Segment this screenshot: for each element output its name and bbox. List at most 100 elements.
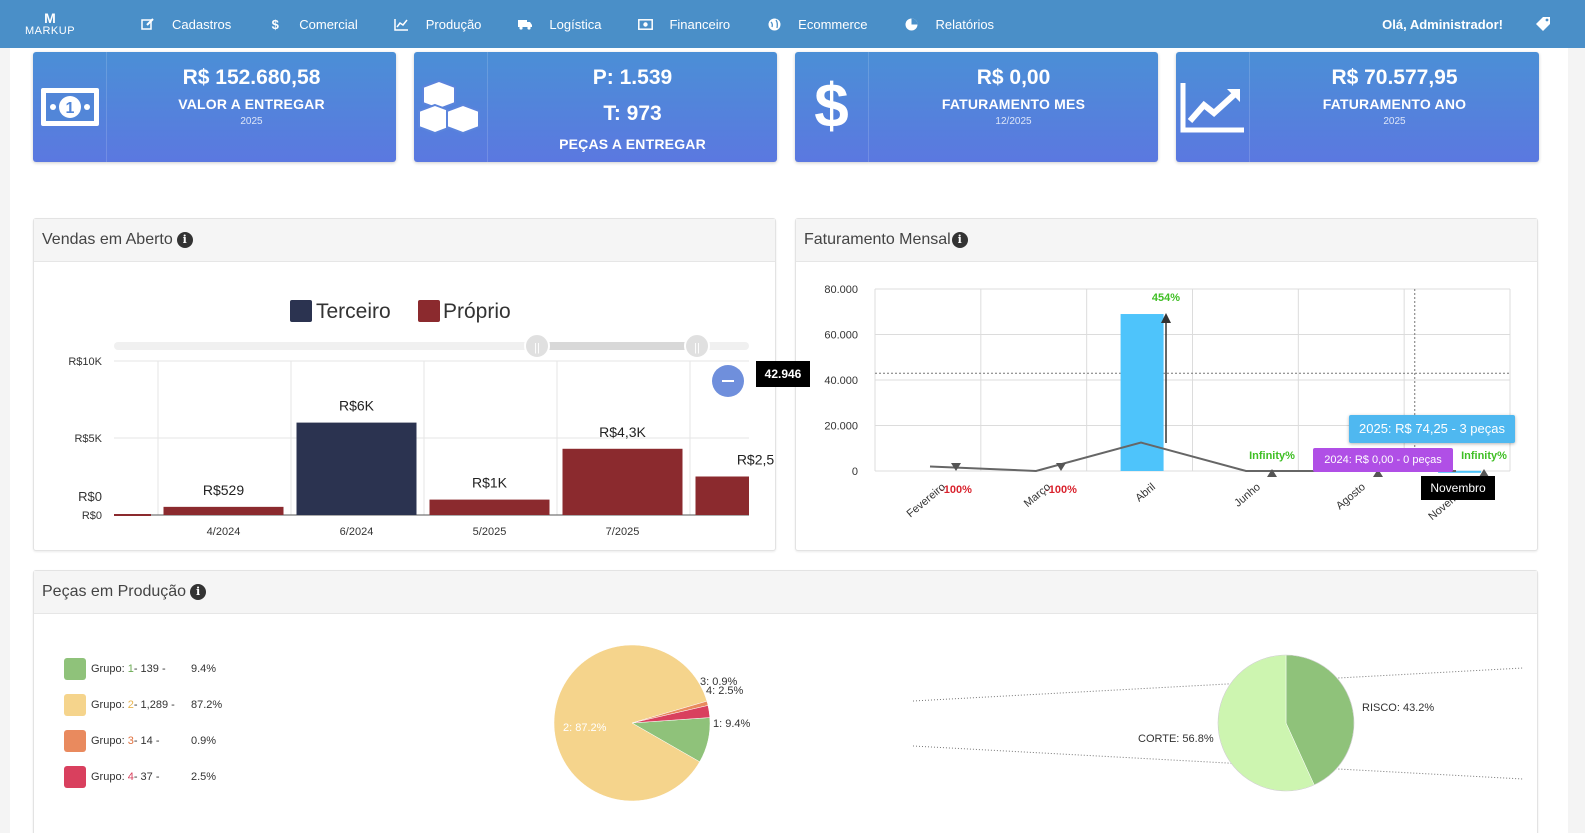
- group-prefix: Grupo:: [91, 663, 125, 675]
- slider-handle-left: [524, 333, 550, 359]
- kpi-value: P: 1.539: [592, 66, 673, 89]
- nav-label: Financeiro: [669, 16, 731, 32]
- user-greeting[interactable]: Olá, Administrador!: [1382, 17, 1503, 32]
- markup-logo[interactable]: M MARKUP: [20, 11, 80, 39]
- info-icon[interactable]: i: [176, 232, 193, 248]
- slider-range: [537, 342, 697, 350]
- svg-text:||: ||: [694, 342, 700, 354]
- vendas-labels: R$529 4/2024 R$6K 6/2024 R$1K 5/2025 R$4,3K 7/2…: [203, 398, 775, 538]
- kpi-value: R$ 0,00: [976, 66, 1051, 89]
- point-marker: [1267, 469, 1277, 477]
- kpi-sub: 12/2025: [995, 116, 1032, 127]
- kpi-card-valor-entregar[interactable]: 1 R$ 152.680,58 VALOR A ENTREGAR 2025: [33, 52, 396, 162]
- zoom-out-button[interactable]: [712, 365, 744, 397]
- legend-label: Próprio: [443, 300, 511, 323]
- data-label: R$2,5: [737, 452, 775, 468]
- bar: [1120, 314, 1164, 471]
- logo-wordmark: MARKUP: [24, 25, 76, 37]
- kpi-card-pecas-entregar[interactable]: P: 1.539 T: 973 PEÇAS A ENTREGAR: [414, 52, 777, 162]
- trend-up-icon: [1176, 52, 1250, 162]
- slider-handle-right: [684, 333, 710, 359]
- pie-label: 1: 9.4%: [713, 718, 751, 730]
- logo-mark: M: [44, 10, 56, 26]
- x-tick-label: Agosto: [1334, 481, 1368, 512]
- group-rest: - 139 -: [133, 663, 166, 675]
- pie-risco-corte: RISCO: 43.2% CORTE: 56.8%: [1138, 654, 1434, 792]
- legend-proprio[interactable]: Próprio: [418, 300, 511, 323]
- crosshair-value-tooltip: 42.946: [756, 361, 810, 387]
- nav-label: Logística: [549, 16, 602, 32]
- tooltip-2024: 2024: R$ 0,00 - 0 peças: [1313, 448, 1453, 472]
- nav-item-logistica[interactable]: Logística: [517, 16, 601, 32]
- growth-arrow-head: [1161, 313, 1171, 323]
- tag-icon[interactable]: [1535, 16, 1551, 32]
- fat-labels: -100% -100% 454% Infinity% Infinity% Fevereir…: [905, 292, 1508, 523]
- x-tick-label: 7/2025: [606, 526, 640, 538]
- group-pct: 9.4%: [191, 663, 217, 675]
- panel-title: Vendas em Aberto: [42, 231, 173, 248]
- group-legend-item[interactable]: Grupo: 3 - 14 - 0.9%: [64, 730, 216, 752]
- y-tick-label: R$10K: [68, 356, 102, 368]
- kpi-sub: 2025: [240, 116, 263, 127]
- group-num: 4: [127, 771, 134, 783]
- dollar-icon: $: [271, 16, 279, 32]
- bar: [163, 506, 284, 515]
- pie-label: 2: 87.2%: [563, 722, 607, 734]
- panel-header: Vendas em Aberto i: [34, 219, 775, 262]
- group-legend-item[interactable]: Grupo: 4 - 37 - 2.5%: [64, 766, 216, 788]
- point-marker: [1056, 463, 1066, 471]
- nav-label: Relatórios: [935, 16, 995, 32]
- bar: [695, 476, 749, 515]
- nav-item-ecommerce[interactable]: Ecommerce: [766, 16, 868, 32]
- legend-terceiro[interactable]: Terceiro: [290, 300, 391, 323]
- kpi-label: VALOR A ENTREGAR: [178, 96, 325, 112]
- data-label: R$6K: [339, 398, 375, 414]
- info-icon[interactable]: i: [951, 232, 968, 248]
- faturamento-mensal-panel: Faturamento Mensal i 0 20.000 40.000 60.000…: [795, 218, 1538, 551]
- pct-label: 454%: [1152, 292, 1180, 304]
- group-legend-item[interactable]: Grupo: 1 - 139 - 9.4%: [64, 658, 216, 680]
- top-navbar: M MARKUP Cadastros $ Comercial Produção …: [0, 0, 1585, 48]
- y-tick-label: 40.000: [824, 375, 858, 387]
- y-tick-label: 80.000: [824, 284, 858, 296]
- tooltip-month: Novembro: [1421, 476, 1495, 500]
- data-label: R$1K: [472, 475, 508, 491]
- vendas-bars: [114, 422, 749, 516]
- group-legend-item[interactable]: Grupo: 2 - 1,289 - 87.2%: [64, 694, 222, 716]
- zoom-range-slider[interactable]: || ||: [114, 333, 749, 359]
- y-axis-base-label: R$0: [78, 489, 102, 504]
- panel-header: Faturamento Mensal i: [796, 219, 1537, 262]
- panel-header: Peças em Produção i: [34, 571, 1537, 614]
- legend-swatch: [64, 694, 86, 716]
- kpi-label: PEÇAS A ENTREGAR: [559, 136, 706, 152]
- x-tick-label: Junho: [1232, 481, 1263, 509]
- vendas-chart: Terceiro Próprio || || R$0 R$5K R$10K R$0 R…: [68, 300, 775, 538]
- nav-item-relatorios[interactable]: Relatórios: [904, 16, 995, 32]
- kpi-sub: 2025: [1383, 116, 1406, 127]
- cubes-icon: [414, 52, 488, 162]
- nav-item-cadastros[interactable]: Cadastros: [140, 16, 231, 32]
- x-tick-label: 6/2024: [340, 526, 374, 538]
- pie-label: 3: 0.9%: [700, 676, 738, 688]
- x-tick-label: Abril: [1133, 481, 1158, 504]
- group-pct: 2.5%: [191, 771, 217, 783]
- group-rest: - 1,289 -: [133, 699, 175, 711]
- group-prefix: Grupo:: [91, 771, 125, 783]
- group-num: 3: [127, 735, 134, 747]
- point-marker: [1373, 469, 1383, 477]
- kpi-card-faturamento-ano[interactable]: R$ 70.577,95 FATURAMENTO ANO 2025: [1176, 52, 1539, 162]
- legend-swatch: [418, 300, 440, 322]
- group-prefix: Grupo:: [91, 735, 125, 747]
- info-icon[interactable]: i: [190, 584, 207, 600]
- nav-label: Comercial: [299, 16, 358, 32]
- bar: [429, 499, 550, 515]
- pct-label: Infinity%: [1249, 450, 1295, 462]
- point-marker: [1479, 469, 1489, 477]
- nav-item-comercial[interactable]: $ Comercial: [267, 16, 358, 32]
- nav-item-financeiro[interactable]: Financeiro: [637, 16, 730, 32]
- money-icon: [637, 16, 653, 32]
- panel-title: Faturamento Mensal: [804, 231, 951, 248]
- kpi-card-faturamento-mes[interactable]: $ R$ 0,00 FATURAMENTO MES 12/2025: [795, 52, 1158, 162]
- nav-item-producao[interactable]: Produção: [394, 16, 481, 32]
- kpi-label: FATURAMENTO ANO: [1322, 96, 1467, 112]
